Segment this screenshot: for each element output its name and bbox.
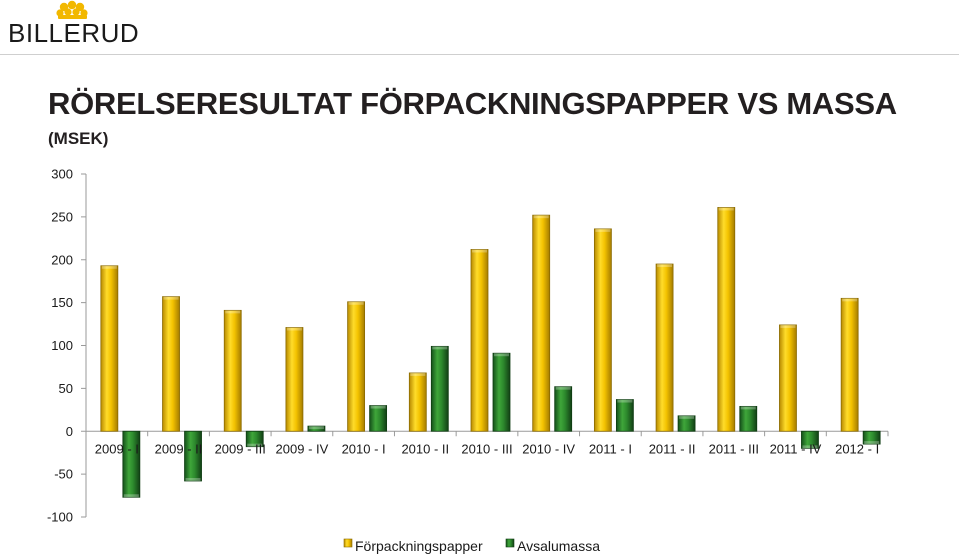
y-tick-label: 50 [59,381,73,396]
bar-avsalumassa [430,345,449,432]
y-tick-label: -100 [47,510,73,525]
legend-label-avsalumassa: Avsalumassa [517,538,600,554]
bar-forpackningspapper-cap [472,249,487,253]
x-category-label: 2010 - II [401,441,449,456]
bar-avsalumassa [739,405,758,432]
bar-forpackningspapper-cap [595,228,611,232]
x-category-label: 2010 - III [461,441,512,456]
y-tick-label: 200 [51,252,73,267]
y-tick-label: 250 [51,209,73,224]
chart-title: RÖRELSERESULTAT FÖRPACKNINGSPAPPER VS MA… [48,86,897,121]
bar-avsalumassa [554,386,573,432]
bar-avsalumassa-cap [555,386,571,390]
crown-icon [56,0,88,19]
x-category-label: 2009 - I [95,441,139,456]
bar-forpackningspapper [100,265,119,432]
x-category-label: 2009 - III [215,441,266,456]
bar-avsalumassa-cap [864,441,880,445]
bar-forpackningspapper-cap [225,310,241,314]
x-category-label: 2011 - IV [770,441,822,456]
bar-forpackningspapper [470,249,489,432]
billerud-logo: BILLERUD [4,0,144,50]
bar-avsalumassa [184,430,202,482]
bar-forpackningspapper-cap [410,372,426,376]
bar-avsalumassa-cap [494,353,509,357]
bar-forpackningspapper-cap [163,296,179,300]
bar-avsalumassa-cap [185,477,201,481]
bar-avsalumassa-cap [617,399,633,403]
bar-avsalumassa [862,430,881,445]
x-category-label: 2012 - I [835,441,879,456]
bar-avsalumassa-cap [740,406,756,410]
bar-forpackningspapper [717,207,736,432]
bar-forpackningspapper [347,301,366,432]
bar-avsalumassa [615,399,634,432]
y-tick-label: 100 [51,338,73,353]
bar-avsalumassa-cap [802,445,818,449]
y-tick-label: 0 [66,424,73,439]
legend-label-forpackningspapper: Förpackningspapper [355,538,483,554]
bar-forpackningspapper [223,309,242,432]
bar-forpackningspapper [593,228,612,432]
bar-forpackningspapper [779,324,797,432]
bar-avsalumassa [369,405,388,432]
y-tick-label: 150 [51,295,73,310]
bar-forpackningspapper-cap [533,215,549,219]
brand-name: BILLERUD [8,18,140,48]
y-tick-label: -50 [54,467,73,482]
bar-forpackningspapper [840,297,859,432]
x-category-label: 2009 - IV [276,441,329,456]
bar-forpackningspapper-cap [348,301,364,305]
bar-forpackningspapper-cap [780,324,796,328]
bar-forpackningspapper [285,327,304,432]
bar-avsalumassa-cap [679,415,695,419]
bar-forpackningspapper-cap [286,327,302,331]
bar-forpackningspapper [408,372,427,432]
legend-swatch-forpackningspapper [343,538,353,548]
bar-avsalumassa-cap [308,426,324,430]
bar-avsalumassa-cap [370,405,386,409]
x-category-label: 2010 - IV [522,441,575,456]
bar-avsalumassa [307,425,326,432]
bar-avsalumassa [492,352,511,432]
bar-avsalumassa [677,415,696,432]
bar-forpackningspapper [162,296,180,432]
bar-forpackningspapper-cap [657,264,673,268]
bar-forpackningspapper [532,214,551,432]
bar-avsalumassa-cap [123,494,139,498]
x-category-label: 2010 - I [342,441,386,456]
bar-avsalumassa-cap [432,346,448,350]
chart-subtitle: (MSEK) [48,129,109,148]
x-category-label: 2009 - II [155,441,203,456]
bar-forpackningspapper [655,263,674,432]
bar-avsalumassa [122,430,141,498]
y-tick-label: 300 [51,167,73,182]
x-category-label: 2011 - I [589,441,632,456]
header-divider [0,54,959,55]
bar-forpackningspapper-cap [101,265,117,269]
x-category-label: 2011 - II [649,441,696,456]
x-category-label: 2011 - III [709,441,759,456]
bar-avsalumassa [245,430,264,448]
bar-avsalumassa [801,430,819,449]
legend-swatch-avsalumassa [505,538,515,548]
bar-forpackningspapper-cap [842,298,858,302]
bar-forpackningspapper-cap [718,207,734,211]
bar-avsalumassa-cap [247,443,263,447]
